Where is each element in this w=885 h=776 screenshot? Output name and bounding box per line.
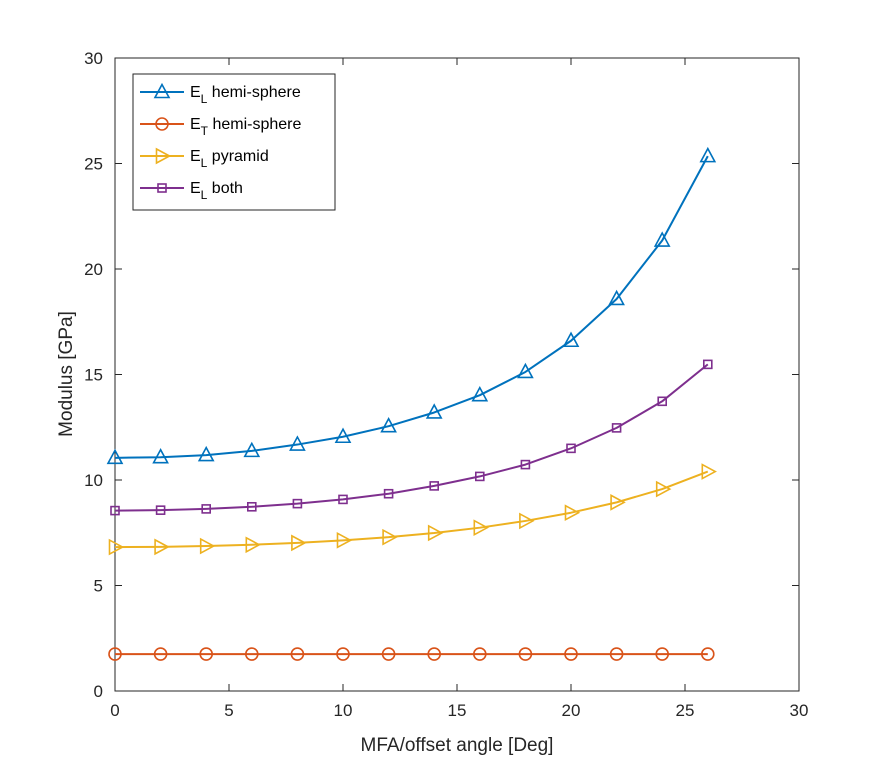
data-point	[199, 537, 216, 555]
data-point	[291, 534, 307, 552]
data-point	[154, 538, 170, 556]
data-point	[290, 647, 305, 661]
legend-item: EL pyramid	[140, 147, 269, 170]
x-axis: 0 5 10 15 20 25 30	[110, 58, 808, 720]
data-point	[427, 524, 444, 542]
data-point	[520, 459, 531, 470]
x-tick-label: 30	[790, 701, 809, 720]
data-point	[108, 647, 122, 661]
data-point	[289, 435, 306, 451]
legend-label: ET hemi-sphere	[190, 116, 301, 138]
data-point	[336, 532, 353, 549]
data-point	[429, 481, 440, 491]
series-0	[106, 146, 717, 465]
data-point	[152, 448, 169, 464]
series-layer	[106, 146, 717, 661]
data-point	[110, 505, 120, 516]
x-tick-label: 20	[562, 701, 581, 720]
data-point	[564, 647, 578, 661]
data-point	[201, 504, 211, 514]
legend-marker	[155, 147, 172, 165]
y-axis-label: Modulus [GPa]	[56, 311, 77, 437]
data-point	[474, 471, 485, 482]
legend-label: EL pyramid	[190, 148, 269, 170]
data-point	[383, 488, 394, 499]
series-3	[110, 359, 713, 516]
legend-item: EL both	[140, 180, 243, 202]
data-point	[519, 512, 535, 530]
data-point	[381, 647, 396, 661]
data-point	[562, 331, 580, 348]
data-point	[517, 362, 534, 379]
data-point	[701, 463, 717, 480]
data-point	[472, 647, 487, 661]
x-tick-label: 0	[110, 701, 119, 720]
x-axis-label: MFA/offset angle [Deg]	[361, 735, 554, 756]
y-tick-label: 20	[84, 260, 103, 279]
data-point	[427, 647, 442, 661]
data-point	[655, 647, 670, 661]
data-point	[657, 396, 668, 407]
y-tick-label: 15	[84, 366, 103, 385]
data-point	[655, 480, 672, 498]
data-point	[471, 385, 489, 402]
legend-marker	[153, 82, 171, 99]
y-tick-label: 10	[84, 471, 103, 490]
data-point	[336, 647, 350, 661]
y-tick-label: 30	[84, 49, 103, 68]
data-point	[247, 501, 257, 512]
data-point	[610, 494, 626, 511]
data-point	[382, 528, 398, 546]
data-point	[609, 647, 624, 661]
x-tick-label: 10	[334, 701, 353, 720]
data-point	[653, 231, 671, 247]
data-point	[611, 423, 622, 433]
legend-marker	[157, 183, 167, 193]
data-point	[425, 403, 443, 419]
y-tick-label: 25	[84, 155, 103, 174]
y-tick-label: 0	[94, 682, 103, 701]
data-point	[518, 647, 533, 661]
legend-item: ET hemi-sphere	[140, 116, 301, 138]
data-point	[199, 647, 213, 661]
series-line	[114, 155, 709, 459]
y-tick-label: 5	[94, 577, 103, 596]
data-point	[155, 505, 166, 515]
y-axis: 0 5 10 15 20 25 30	[84, 49, 799, 701]
data-point	[564, 504, 581, 522]
series-line	[114, 363, 709, 512]
data-point	[106, 448, 124, 465]
data-point	[108, 538, 125, 556]
data-point	[334, 427, 352, 444]
legend-label: EL hemi-sphere	[190, 84, 301, 106]
legend-marker	[155, 117, 169, 131]
series-1	[108, 647, 715, 661]
x-tick-label: 25	[676, 701, 695, 720]
data-point	[243, 441, 261, 458]
data-point	[473, 519, 489, 537]
legend-label: EL both	[190, 180, 243, 202]
data-point	[197, 445, 215, 462]
data-point	[245, 536, 261, 554]
legend-item: EL hemi-sphere	[140, 82, 301, 106]
data-point	[338, 494, 348, 505]
data-point	[699, 146, 717, 163]
data-point	[292, 498, 303, 509]
data-point	[700, 647, 715, 661]
x-tick-label: 15	[448, 701, 467, 720]
data-point	[245, 647, 259, 661]
legend: EL hemi-sphere ET hemi-sphere EL pyramid EL…	[132, 73, 336, 211]
data-point	[380, 417, 397, 433]
data-point	[566, 443, 576, 454]
x-tick-label: 5	[224, 701, 233, 720]
data-point	[608, 289, 625, 306]
data-point	[153, 647, 168, 661]
data-point	[702, 359, 713, 370]
series-2	[108, 463, 717, 556]
